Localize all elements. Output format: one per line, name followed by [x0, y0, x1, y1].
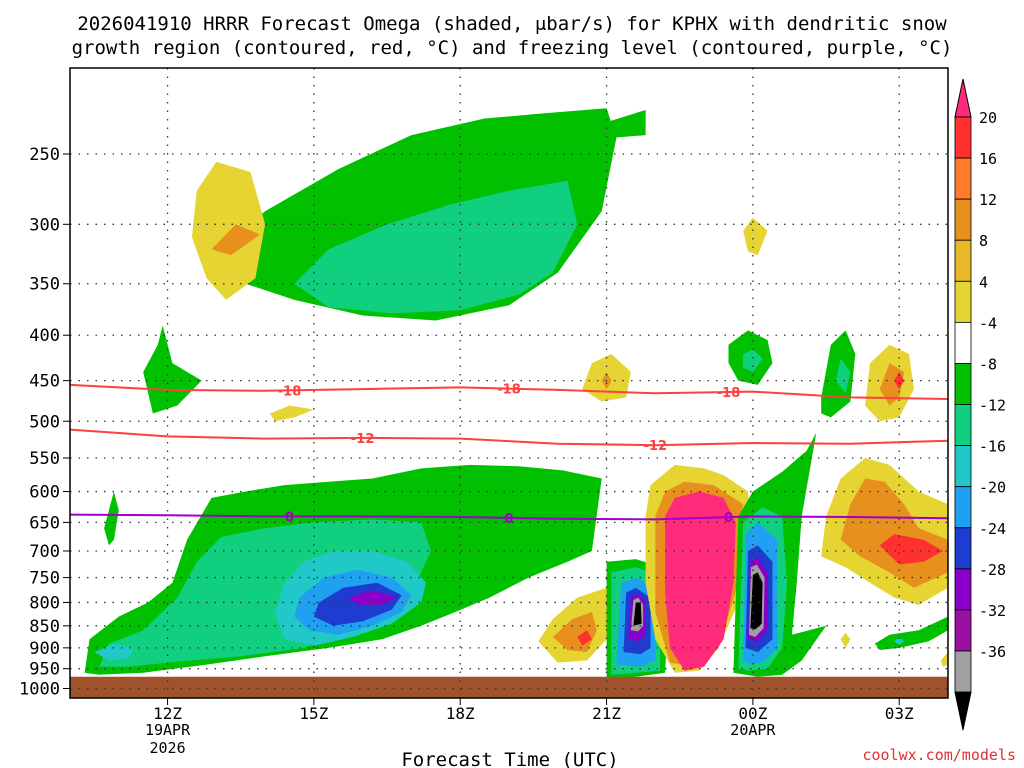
- omega-region-48: [840, 632, 851, 648]
- x-tick-label: 15Z: [299, 704, 328, 723]
- colorbar-swatch: [954, 239, 972, 282]
- colorbar-swatch: [954, 321, 972, 364]
- omega-region-25: [577, 630, 592, 646]
- y-tick-label: 600: [29, 483, 60, 503]
- colorbar-label: 8: [979, 232, 988, 250]
- omega-region-50: [104, 491, 119, 546]
- plot-area: 2503003504004505005506006507007508008509…: [19, 67, 949, 757]
- colorbar-label: -8: [979, 355, 997, 373]
- y-tick-label: 250: [29, 145, 60, 165]
- colorbar-swatch: [954, 116, 972, 159]
- site-credit[interactable]: coolwx.com/models: [862, 746, 1016, 764]
- colorbar-swatch: [954, 445, 972, 488]
- omega-region-6: [94, 643, 134, 661]
- omega-region-10: [191, 161, 266, 300]
- contour-label: -18: [717, 386, 741, 401]
- y-tick-label: 450: [29, 372, 60, 392]
- colorbar-swatch: [954, 280, 972, 323]
- omega-region-9: [596, 110, 646, 139]
- omega-region-47: [894, 637, 905, 645]
- omega-region-51: [143, 325, 202, 414]
- y-tick-label: 700: [29, 542, 60, 562]
- omega-region-14: [270, 405, 314, 422]
- colorbar: 20 16 12 8 4 -4 -8 -12 -16 -20 -24 -28 -32 -36: [954, 78, 1006, 731]
- colorbar-label: -28: [979, 561, 1006, 579]
- contour-label: 0: [504, 512, 513, 527]
- omega-region-45: [879, 534, 944, 565]
- colorbar-bottom-arrow: [954, 691, 972, 731]
- colorbar-label: 20: [979, 109, 997, 127]
- colorbar-label: -36: [979, 643, 1006, 661]
- colorbar-swatch: [954, 404, 972, 447]
- x-axis-label: Forecast Time (UTC): [401, 749, 618, 768]
- omega-region-17: [743, 349, 763, 372]
- y-tick-label: 800: [29, 593, 60, 613]
- y-tick-label: 500: [29, 412, 60, 432]
- y-tick-label: 400: [29, 326, 60, 346]
- colorbar-swatch: [954, 486, 972, 529]
- omega-region-8: [294, 180, 578, 314]
- chart-title-line2: growth region (contoured, red, °C) and f…: [72, 37, 953, 59]
- omega-region-32: [633, 602, 642, 626]
- omega-region-22: [894, 372, 905, 390]
- contour-label: -12: [644, 439, 668, 454]
- colorbar-label: -24: [979, 520, 1006, 538]
- chart-title: 2026041910 HRRR Forecast Omega (shaded, …: [72, 13, 953, 59]
- contour-line-0: [69, 383, 949, 400]
- y-tick-label: 1000: [19, 679, 60, 699]
- omega-region-5: [348, 590, 397, 605]
- colorbar-label: -20: [979, 479, 1006, 497]
- x-tick-label: 18Z: [446, 704, 475, 723]
- x-tick-sublabel: 20APR: [730, 721, 776, 739]
- colorbar-label: -32: [979, 602, 1006, 620]
- x-tick-sublabel: 2026: [149, 739, 185, 757]
- contour-label: -12: [351, 432, 375, 447]
- colorbar-label: -16: [979, 438, 1006, 456]
- x-tick-label: 00Z: [738, 704, 767, 723]
- y-tick-label: 550: [29, 449, 60, 469]
- colorbar-label: -12: [979, 397, 1006, 415]
- colorbar-swatch: [954, 568, 972, 611]
- colorbar-label: 16: [979, 150, 997, 168]
- colorbar-label: -4: [979, 314, 997, 332]
- y-tick-label: 950: [29, 660, 60, 680]
- omega-region-11: [211, 224, 261, 256]
- x-tick-label: 03Z: [885, 704, 914, 723]
- contour-label: -18: [497, 383, 521, 398]
- colorbar-swatch: [954, 198, 972, 241]
- colorbar-swatch: [954, 650, 972, 693]
- terrain-ground: [70, 676, 948, 698]
- chart-title-line1: 2026041910 HRRR Forecast Omega (shaded, …: [77, 13, 947, 35]
- omega-region-21: [879, 363, 905, 406]
- colorbar-top-arrow: [954, 78, 972, 118]
- x-tick-label: 12Z: [153, 704, 182, 723]
- omega-region-46: [874, 616, 948, 650]
- y-tick-label: 850: [29, 617, 60, 637]
- colorbar-label: 12: [979, 191, 997, 209]
- omega-region-15: [743, 217, 768, 256]
- x-tick-label: 21Z: [592, 704, 621, 723]
- omega-region-19: [835, 358, 851, 394]
- contour-label: -18: [278, 384, 302, 399]
- y-tick-label: 750: [29, 569, 60, 589]
- x-tick-sublabel: 19APR: [145, 721, 191, 739]
- contour-line-1: [69, 428, 949, 447]
- colorbar-swatch: [954, 157, 972, 200]
- y-tick-label: 650: [29, 513, 60, 533]
- colorbar-label: 4: [979, 273, 988, 291]
- contour-label: 0: [724, 511, 733, 526]
- contour-label: 0: [285, 510, 294, 525]
- y-tick-label: 350: [29, 275, 60, 295]
- colorbar-swatch: [954, 363, 972, 405]
- y-tick-label: 300: [29, 215, 60, 235]
- plot-frame: [69, 67, 949, 699]
- contour-line-2: [69, 513, 949, 521]
- omega-region-49: [940, 652, 948, 667]
- y-tick-label: 900: [29, 639, 60, 659]
- colorbar-swatch: [954, 527, 972, 570]
- colorbar-swatch: [954, 609, 972, 652]
